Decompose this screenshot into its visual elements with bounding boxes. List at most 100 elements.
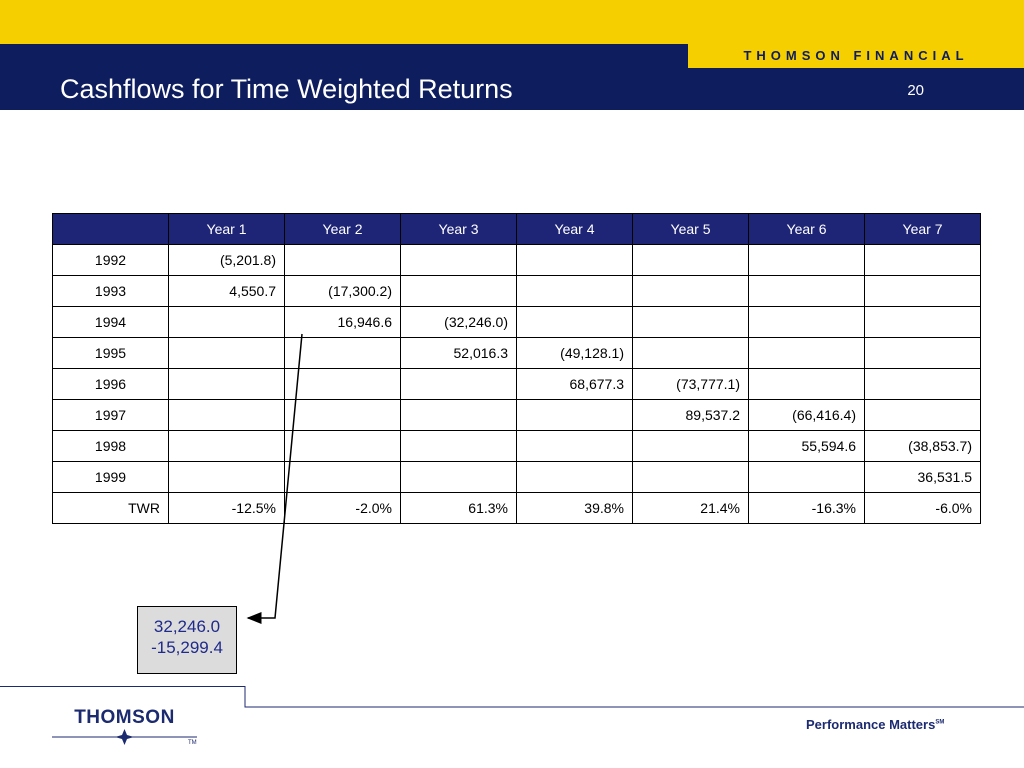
table-cell bbox=[168, 306, 285, 338]
table-cell bbox=[284, 430, 401, 462]
table-cell bbox=[516, 275, 633, 307]
table-cell: 61.3% bbox=[400, 492, 517, 524]
table-cell bbox=[748, 368, 865, 400]
calculation-callout: 32,246.0 -15,299.4 bbox=[137, 606, 237, 674]
row-label: 1999 bbox=[52, 461, 169, 493]
table-cell bbox=[632, 306, 749, 338]
table-cell bbox=[284, 399, 401, 431]
table-row: 1996 68,677.3 (73,777.1) bbox=[52, 368, 981, 400]
table-cell bbox=[400, 430, 517, 462]
row-label: 1996 bbox=[52, 368, 169, 400]
table-cell: -6.0% bbox=[864, 492, 981, 524]
table-cell: 89,537.2 bbox=[632, 399, 749, 431]
table-cell bbox=[400, 399, 517, 431]
callout-value: 32,246.0 bbox=[153, 617, 221, 636]
table-cell bbox=[168, 461, 285, 493]
table-cell bbox=[516, 430, 633, 462]
footer-divider bbox=[0, 686, 1024, 708]
table-row: 1992 (5,201.8) bbox=[52, 244, 981, 276]
table-header-row: Year 1 Year 2 Year 3 Year 4 Year 5 Year … bbox=[52, 213, 981, 245]
row-label: 1998 bbox=[52, 430, 169, 462]
row-label: 1994 bbox=[52, 306, 169, 338]
table-row: 1999 36,531.5 bbox=[52, 461, 981, 493]
table-cell bbox=[284, 337, 401, 369]
table-cell bbox=[168, 430, 285, 462]
table-cell bbox=[284, 461, 401, 493]
table-cell bbox=[632, 275, 749, 307]
thomson-logo: THOMSON TM bbox=[52, 707, 197, 747]
table-cell: (73,777.1) bbox=[632, 368, 749, 400]
table-cell: 16,946.6 bbox=[284, 306, 401, 338]
column-header: Year 5 bbox=[632, 213, 749, 245]
table-cell bbox=[748, 244, 865, 276]
column-header: Year 1 bbox=[168, 213, 285, 245]
table-cell bbox=[748, 461, 865, 493]
callout-value: -15,299.4 bbox=[151, 638, 223, 657]
column-header: Year 3 bbox=[400, 213, 517, 245]
table-cell bbox=[168, 399, 285, 431]
column-header: Year 4 bbox=[516, 213, 633, 245]
star-icon: TM bbox=[52, 729, 197, 745]
table-cell bbox=[864, 244, 981, 276]
table-cell: (32,246.0) bbox=[400, 306, 517, 338]
row-label: 1997 bbox=[52, 399, 169, 431]
tagline: Performance MattersSM bbox=[806, 717, 944, 732]
column-header: Year 7 bbox=[864, 213, 981, 245]
table-cell: 39.8% bbox=[516, 492, 633, 524]
table-cell bbox=[400, 461, 517, 493]
table-cell: -12.5% bbox=[168, 492, 285, 524]
table-cell bbox=[168, 368, 285, 400]
table-cell: 68,677.3 bbox=[516, 368, 633, 400]
table-cell bbox=[632, 461, 749, 493]
table-cell bbox=[748, 337, 865, 369]
table-cell bbox=[632, 430, 749, 462]
table-cell bbox=[516, 399, 633, 431]
column-header: Year 6 bbox=[748, 213, 865, 245]
table-row: TWR -12.5% -2.0% 61.3% 39.8% 21.4% -16.3% -6.0% bbox=[52, 492, 981, 524]
column-header: Year 2 bbox=[284, 213, 401, 245]
table-cell bbox=[748, 275, 865, 307]
tagline-text: Performance Matters bbox=[806, 717, 936, 732]
table-cell: -2.0% bbox=[284, 492, 401, 524]
brand-name: THOMSON FINANCIAL bbox=[743, 48, 969, 63]
table-cell bbox=[864, 399, 981, 431]
table-row: 1993 4,550.7 (17,300.2) bbox=[52, 275, 981, 307]
table-cell bbox=[864, 306, 981, 338]
slide-title: Cashflows for Time Weighted Returns bbox=[60, 74, 513, 104]
table-cell: 36,531.5 bbox=[864, 461, 981, 493]
cashflow-table: Year 1 Year 2 Year 3 Year 4 Year 5 Year … bbox=[52, 213, 981, 524]
table-cell: (17,300.2) bbox=[284, 275, 401, 307]
table-cell bbox=[400, 368, 517, 400]
table-cell bbox=[632, 337, 749, 369]
table-cell bbox=[516, 244, 633, 276]
table-cell bbox=[284, 368, 401, 400]
row-label: 1995 bbox=[52, 337, 169, 369]
table-cell bbox=[168, 337, 285, 369]
table-cell: -16.3% bbox=[748, 492, 865, 524]
table-cell bbox=[748, 306, 865, 338]
table-cell: (49,128.1) bbox=[516, 337, 633, 369]
table-cell bbox=[864, 275, 981, 307]
table-cell bbox=[632, 244, 749, 276]
table-cell bbox=[284, 244, 401, 276]
table-cell: 21.4% bbox=[632, 492, 749, 524]
table-row: 1994 16,946.6 (32,246.0) bbox=[52, 306, 981, 338]
row-label: 1992 bbox=[52, 244, 169, 276]
header-top-band bbox=[0, 0, 1024, 44]
table-row: 1997 89,537.2 (66,416.4) bbox=[52, 399, 981, 431]
row-label: 1993 bbox=[52, 275, 169, 307]
table-cell bbox=[864, 337, 981, 369]
table-row: 1995 52,016.3 (49,128.1) bbox=[52, 337, 981, 369]
table-cell bbox=[516, 461, 633, 493]
table-cell: 4,550.7 bbox=[168, 275, 285, 307]
table-cell: 55,594.6 bbox=[748, 430, 865, 462]
table-cell: (66,416.4) bbox=[748, 399, 865, 431]
table-cell: (5,201.8) bbox=[168, 244, 285, 276]
logo-wordmark: THOMSON bbox=[74, 707, 175, 728]
column-header bbox=[52, 213, 169, 245]
table-cell: 52,016.3 bbox=[400, 337, 517, 369]
brand-strip bbox=[688, 44, 1024, 68]
table-cell bbox=[400, 244, 517, 276]
table-cell bbox=[516, 306, 633, 338]
logo-trademark: TM bbox=[188, 740, 197, 745]
